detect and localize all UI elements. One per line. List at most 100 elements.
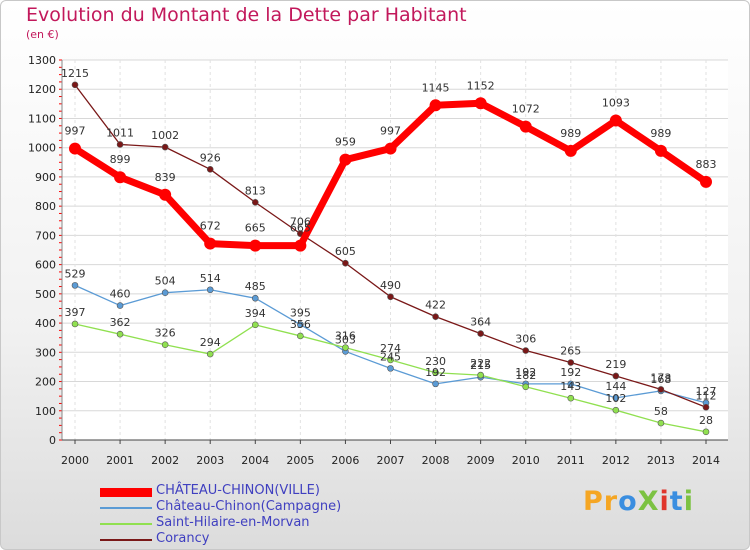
data-point	[654, 144, 667, 157]
x-tick-label: 2013	[647, 454, 675, 467]
data-label: 397	[65, 306, 86, 319]
data-point	[567, 380, 575, 388]
data-point	[657, 419, 665, 427]
data-label: 168	[650, 373, 671, 386]
data-label: 143	[560, 380, 581, 393]
data-point	[342, 344, 349, 351]
x-tick-label: 2005	[286, 454, 314, 467]
data-point	[116, 141, 124, 148]
y-tick-label: 1300	[28, 54, 56, 67]
data-point	[116, 302, 124, 309]
data-point	[522, 347, 530, 354]
y-tick-label: 1000	[28, 142, 56, 155]
x-tick-label: 2001	[106, 454, 134, 467]
data-label: 665	[245, 222, 266, 235]
data-label: 485	[245, 280, 266, 293]
data-label: 222	[470, 357, 491, 370]
data-point	[564, 144, 577, 157]
y-tick-label: 1100	[28, 112, 56, 125]
y-tick-label: 400	[35, 317, 56, 330]
data-label: 395	[290, 307, 311, 320]
data-label: 28	[699, 414, 713, 427]
data-point	[519, 120, 532, 133]
data-label: 1152	[467, 79, 495, 92]
y-tick-label: 700	[35, 229, 56, 242]
data-point	[657, 386, 665, 393]
proxiti-logo: ProXiti	[583, 486, 694, 517]
y-tick-label: 300	[35, 346, 56, 359]
data-label: 245	[380, 350, 401, 363]
y-tick-label: 800	[35, 200, 56, 213]
data-label: 1215	[61, 67, 89, 80]
data-point	[161, 143, 169, 151]
y-tick-label: 900	[35, 171, 56, 184]
x-tick-label: 2004	[241, 454, 269, 467]
data-point	[159, 188, 172, 201]
data-label: 219	[605, 358, 626, 371]
data-point	[432, 313, 439, 320]
data-label: 959	[335, 136, 356, 149]
y-tick-label: 100	[35, 405, 56, 418]
data-label: 356	[290, 318, 311, 331]
data-label: 490	[380, 279, 401, 292]
y-tick-label: 0	[49, 434, 56, 447]
data-point	[522, 383, 530, 391]
data-label: 58	[654, 405, 668, 418]
data-label: 303	[335, 333, 356, 346]
data-label: 294	[200, 336, 221, 349]
data-label: 529	[65, 267, 86, 280]
data-point	[387, 293, 394, 301]
data-point	[71, 320, 79, 328]
data-point	[161, 341, 169, 349]
data-point	[206, 286, 214, 294]
data-label: 883	[696, 158, 717, 171]
x-tick-label: 2011	[557, 454, 585, 467]
data-label: 102	[605, 392, 626, 405]
legend-swatch	[100, 539, 152, 541]
data-label: 665	[290, 222, 311, 235]
legend-label: Corancy	[156, 531, 210, 546]
x-tick-label: 2009	[467, 454, 495, 467]
data-label: 173	[650, 371, 671, 384]
x-tick-label: 2003	[196, 454, 224, 467]
x-tick-label: 2010	[512, 454, 540, 467]
data-point	[432, 380, 439, 388]
data-label: 192	[560, 366, 581, 379]
data-point	[342, 259, 349, 267]
x-tick-label: 2006	[331, 454, 359, 467]
data-point	[69, 142, 81, 155]
data-label: 989	[560, 127, 581, 140]
data-point	[251, 199, 259, 206]
data-point	[206, 350, 214, 358]
data-point	[702, 428, 710, 436]
y-tick-label: 1200	[28, 83, 56, 96]
data-label: 144	[605, 380, 626, 393]
data-label: 839	[155, 171, 176, 184]
data-label: 1002	[151, 129, 179, 142]
data-point	[71, 282, 79, 289]
data-point	[702, 403, 710, 411]
legend-swatch	[100, 523, 152, 525]
data-point	[477, 371, 484, 379]
legend-label: CHÂTEAU-CHINON(VILLE)	[156, 483, 320, 498]
data-point	[429, 99, 442, 112]
x-tick-label: 2007	[377, 454, 405, 467]
data-point	[612, 406, 620, 414]
data-point	[384, 142, 397, 155]
data-label: 926	[200, 151, 221, 164]
line-chart: 0 100 200 300 400 500 600 700 800 900 1000 1100 1200…	[28, 54, 728, 467]
data-label: 112	[696, 389, 717, 402]
data-label: 326	[155, 327, 176, 340]
data-label: 394	[245, 307, 266, 320]
data-point	[432, 369, 439, 377]
data-point	[71, 81, 79, 89]
data-point	[161, 289, 169, 296]
data-label: 514	[200, 272, 221, 285]
data-label: 306	[515, 333, 536, 346]
data-label: 274	[380, 342, 401, 355]
data-label: 504	[155, 275, 176, 288]
data-label: 706	[290, 216, 311, 229]
data-label: 1145	[422, 81, 450, 94]
data-point	[567, 359, 575, 366]
data-point	[609, 114, 622, 127]
